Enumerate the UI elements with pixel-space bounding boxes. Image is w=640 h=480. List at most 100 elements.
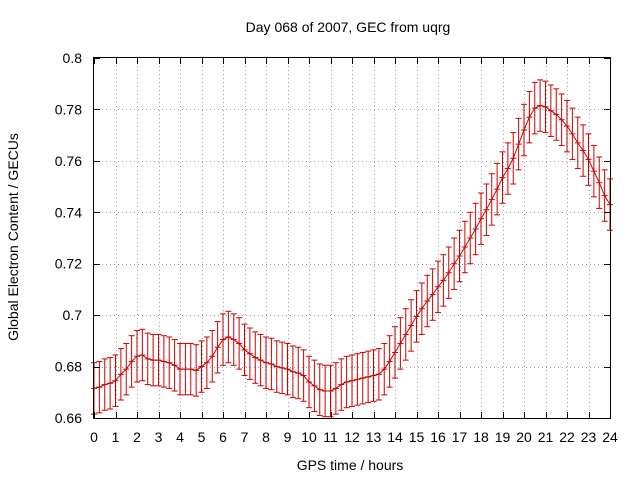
x-tick-label: 16 <box>430 429 446 445</box>
data-series <box>91 79 613 418</box>
x-tick-label: 19 <box>495 429 511 445</box>
error-bar <box>531 81 538 135</box>
error-bar <box>322 364 329 418</box>
error-bar <box>488 173 495 226</box>
error-bar <box>300 349 307 402</box>
error-bar <box>569 107 576 161</box>
error-bar <box>424 274 431 328</box>
error-bar <box>408 299 415 352</box>
error-bar <box>467 211 474 265</box>
x-tick-label: 1 <box>112 429 120 445</box>
error-bar <box>445 246 452 299</box>
error-bar <box>214 321 221 374</box>
error-bar <box>284 342 291 396</box>
error-bar <box>273 340 280 393</box>
error-bar <box>504 142 511 195</box>
x-tick-label: 15 <box>409 429 425 445</box>
error-bar <box>160 335 167 388</box>
plot-frame <box>93 57 611 419</box>
error-bar <box>547 84 554 137</box>
y-tick-label: 0.72 <box>55 256 82 272</box>
x-tick-label: 2 <box>133 429 141 445</box>
error-bar <box>311 359 318 413</box>
error-bar <box>461 220 468 274</box>
x-tick-label: 12 <box>344 429 360 445</box>
x-tick-label: 14 <box>387 429 403 445</box>
x-tick-label: 11 <box>323 429 338 445</box>
error-bar <box>510 132 517 185</box>
axes: 0 1 2 3 4 5 6 7 8 9 10 11 12 13 14 15 16 17 18 19 20 21 22 23 24… <box>55 50 618 445</box>
error-bar <box>289 345 296 398</box>
y-tick-label: 0.74 <box>55 204 82 220</box>
x-tick-label: 5 <box>198 429 206 445</box>
error-bar <box>241 323 248 377</box>
error-bar <box>418 282 425 335</box>
error-bar <box>193 344 200 397</box>
x-tick-label: 6 <box>219 429 227 445</box>
error-bar <box>338 358 345 411</box>
error-bar <box>370 349 377 402</box>
error-bar <box>440 254 447 307</box>
error-bar <box>144 332 151 386</box>
error-bar <box>225 310 232 364</box>
error-bar <box>553 88 560 141</box>
chart-title: Day 068 of 2007, GEC from uqrg <box>246 19 451 35</box>
x-tick-label: 13 <box>366 429 382 445</box>
error-bar <box>166 336 173 389</box>
y-tick-label: 0.68 <box>55 359 82 375</box>
x-tick-label: 4 <box>176 429 184 445</box>
y-tick-label: 0.78 <box>55 101 82 117</box>
error-bar <box>209 330 216 383</box>
error-bar <box>483 183 490 236</box>
error-bar <box>392 326 398 379</box>
x-tick-label: 20 <box>516 429 532 445</box>
error-bar <box>246 327 253 380</box>
error-bar <box>236 317 243 370</box>
error-bar <box>521 103 527 157</box>
error-bar <box>123 342 130 396</box>
error-bar <box>117 348 124 401</box>
y-tick-label: 0.66 <box>55 410 82 426</box>
error-bar <box>478 192 484 245</box>
error-bar <box>279 341 286 395</box>
error-bar <box>134 330 140 383</box>
error-bar <box>128 335 135 388</box>
error-bar <box>397 317 404 370</box>
error-bar <box>171 339 178 392</box>
error-bar <box>558 93 565 146</box>
error-bar <box>375 348 382 401</box>
error-bar <box>580 124 587 177</box>
x-tick-label: 24 <box>602 429 618 445</box>
error-bar <box>402 308 409 361</box>
error-bar <box>456 229 463 283</box>
error-bar <box>515 117 522 171</box>
error-bar <box>101 358 108 411</box>
error-bar <box>499 151 506 204</box>
error-bar <box>590 144 597 198</box>
x-tick-label: 21 <box>538 429 554 445</box>
error-bar <box>354 353 361 406</box>
error-bar <box>203 336 210 389</box>
error-bar <box>263 336 269 389</box>
error-bar <box>585 133 592 186</box>
x-tick-label: 3 <box>155 429 163 445</box>
error-bar <box>150 333 157 387</box>
x-tick-label: 18 <box>473 429 489 445</box>
error-bar <box>596 156 603 209</box>
series-line <box>93 105 611 392</box>
error-bar <box>574 116 581 170</box>
error-bar <box>526 90 533 144</box>
error-bar <box>386 335 393 388</box>
error-bar <box>537 79 544 132</box>
x-tick-label: 0 <box>90 429 98 445</box>
x-tick-label: 23 <box>581 429 597 445</box>
x-tick-label: 22 <box>559 429 575 445</box>
error-bar <box>564 99 570 153</box>
y-tick-label: 0.76 <box>55 153 82 169</box>
error-bar <box>230 313 237 366</box>
error-bar <box>96 360 103 414</box>
error-bar <box>316 363 323 416</box>
error-bar <box>413 290 420 343</box>
error-bar <box>155 333 162 387</box>
error-bar <box>343 355 350 409</box>
